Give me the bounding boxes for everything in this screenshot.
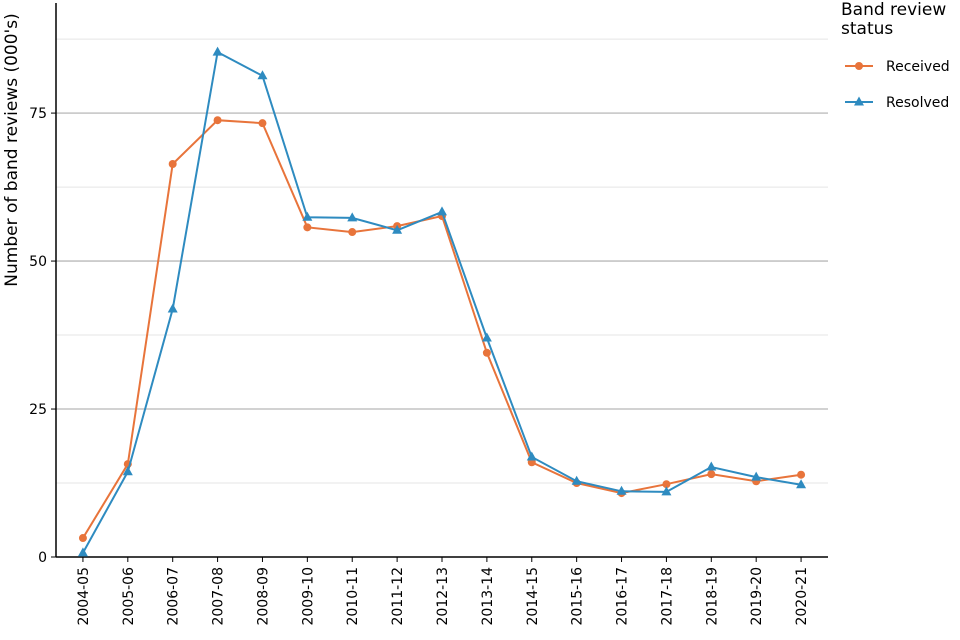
data-point [526, 451, 537, 461]
data-point [122, 466, 133, 476]
data-point [662, 480, 671, 489]
data-point [482, 348, 491, 357]
data-point [258, 119, 267, 128]
x-tick-label: 2014-15 [525, 567, 541, 626]
data-point [168, 159, 177, 168]
series-line [82, 50, 802, 554]
data-point [392, 224, 403, 234]
y-tick-label: 0 [38, 550, 47, 566]
legend-marker [854, 96, 864, 106]
y-tick-label: 50 [29, 254, 47, 270]
x-tick-label: 2012-13 [435, 567, 451, 626]
legend-title: Band review status [841, 0, 947, 39]
data-point [347, 212, 358, 222]
data-point [77, 547, 88, 557]
data-point [78, 534, 87, 543]
data-point [302, 211, 313, 221]
x-tick-label: 2019-20 [749, 567, 765, 626]
data-point [571, 475, 582, 485]
x-tick-label: 2011-12 [390, 567, 406, 626]
data-point [706, 461, 717, 471]
data-point [661, 486, 672, 496]
data-point [348, 228, 357, 237]
x-tick-label: 2006-07 [166, 567, 182, 626]
legend-label: Received [886, 59, 950, 75]
x-tick-label: 2008-09 [255, 567, 271, 626]
x-tick-label: 2017-18 [659, 567, 675, 626]
data-point [707, 470, 716, 479]
data-point [481, 332, 492, 342]
data-point [212, 46, 223, 56]
legend-label: Resolved [886, 95, 949, 111]
data-point [751, 471, 762, 481]
x-tick-label: 2007-08 [211, 567, 227, 626]
data-point [257, 70, 268, 80]
y-tick-label: 75 [29, 106, 47, 122]
legend-marker [855, 62, 863, 70]
x-tick-label: 2004-05 [76, 567, 92, 626]
data-point [616, 485, 627, 495]
y-tick-label: 25 [29, 402, 47, 418]
x-tick-label: 2020-21 [794, 567, 810, 626]
data-point [303, 223, 312, 232]
x-tick-label: 2013-14 [480, 567, 496, 626]
data-point [167, 303, 178, 313]
data-point [797, 470, 806, 479]
x-tick-label: 2005-06 [121, 567, 137, 626]
data-point [213, 116, 222, 125]
x-tick-label: 2009-10 [300, 567, 316, 626]
x-tick-label: 2016-17 [615, 567, 631, 626]
x-tick-label: 2010-11 [345, 567, 361, 626]
x-tick-label: 2015-16 [570, 567, 586, 626]
x-tick-label: 2018-19 [704, 567, 720, 626]
y-axis-label: Number of band reviews (000's) [2, 13, 22, 286]
data-point [437, 206, 447, 216]
data-point [796, 479, 807, 489]
series-line [82, 119, 802, 539]
